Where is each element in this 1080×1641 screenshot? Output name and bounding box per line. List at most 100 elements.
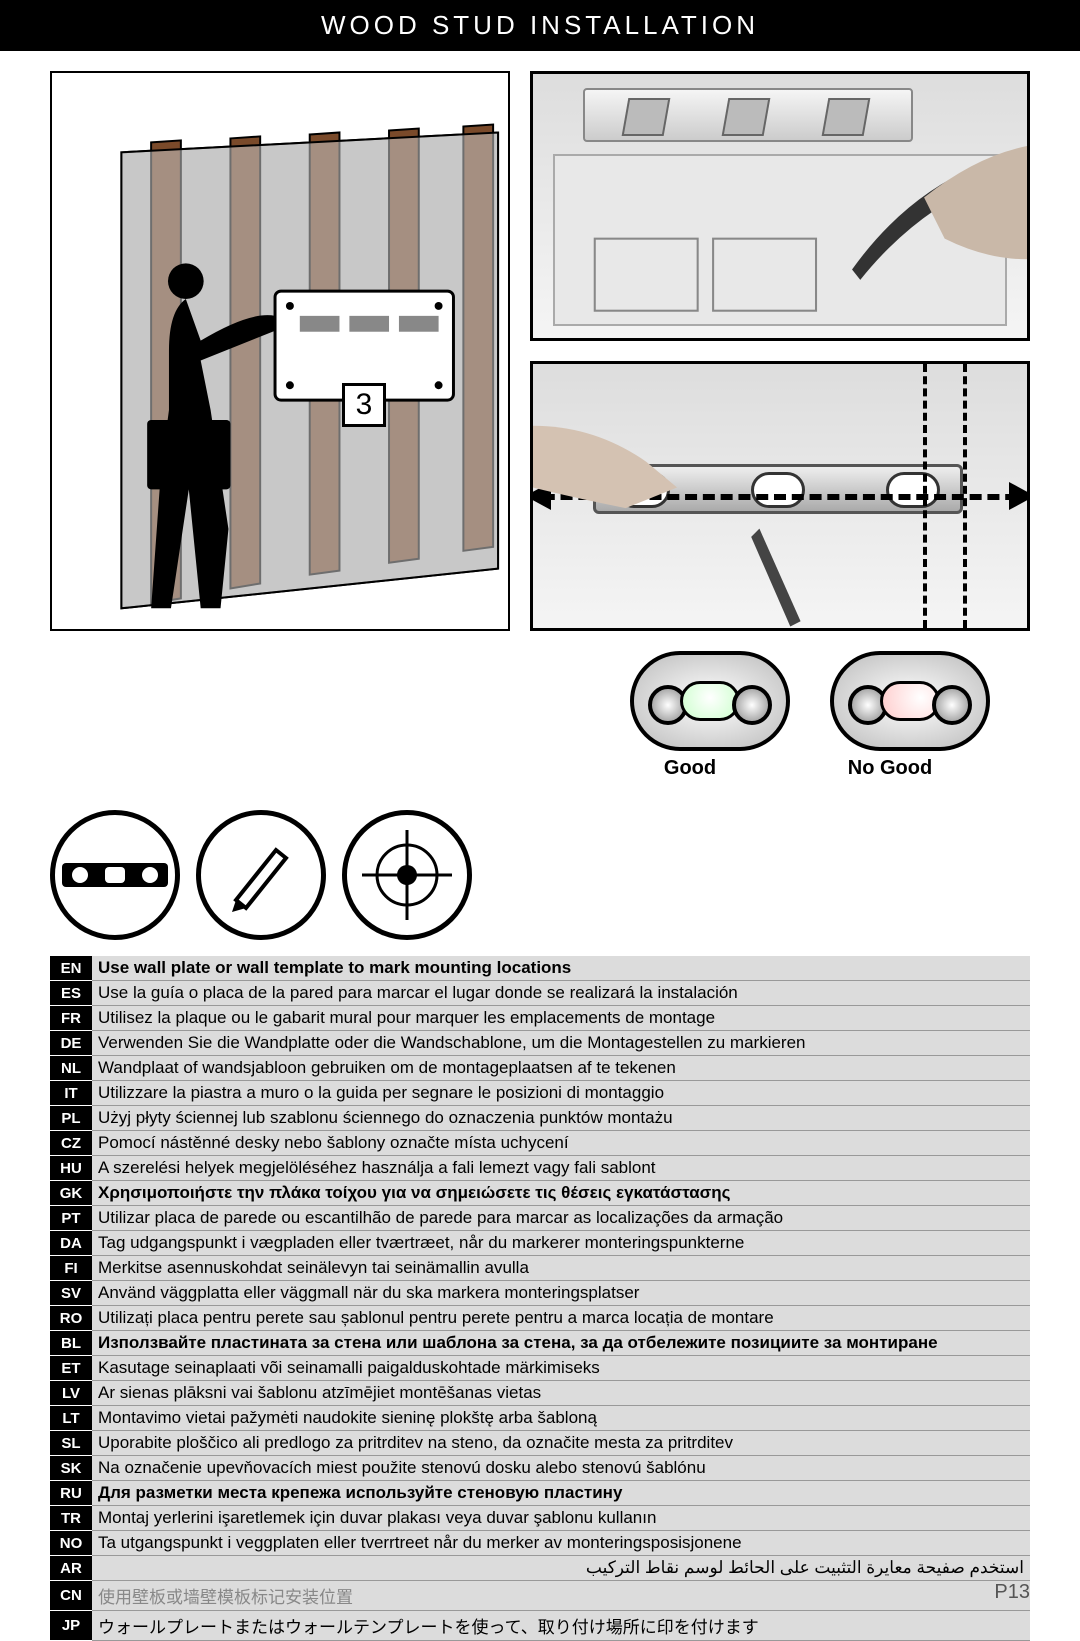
level-tool-icon [50,810,180,940]
lang-text: Pomocí nástěnné desky nebo šablony označ… [92,1131,1030,1156]
lang-text: Ta utgangspunkt i veggplaten eller tverr… [92,1531,1030,1556]
table-row: ROUtilizați placa pentru perete sau șabl… [50,1306,1030,1331]
pencil-tool-icon [196,810,326,940]
lang-text: Използвайте пластината за стена или шабл… [92,1331,1030,1356]
main-illustration: 3 [50,71,510,631]
table-row: PLUżyj płyty ściennej lub szablonu ścien… [50,1106,1030,1131]
lang-text: Ar sienas plāksni vai šablonu atzīmējiet… [92,1381,1030,1406]
table-row: RUДля разметки места крепежа используйте… [50,1481,1030,1506]
lang-code: NO [50,1531,92,1556]
step-number-badge: 3 [342,383,386,427]
bubble-good-icon [630,651,790,751]
lang-text: Χρησιμοποιήστε την πλάκα τοίχου για να σ… [92,1181,1030,1206]
lang-code: BL [50,1331,92,1356]
pencil-hand-icon [533,74,1027,341]
lang-code: SK [50,1456,92,1481]
page-header: WOOD STUD INSTALLATION [0,0,1080,51]
target-tool-icon [342,810,472,940]
illustration-panels: 3 [50,71,1030,631]
lang-text: Montaj yerlerini işaretlemek için duvar … [92,1506,1030,1531]
lang-text: استخدم صفيحة معايرة التثبيت على الحائط ل… [92,1556,1030,1581]
table-row: JPウォールプレートまたはウォールテンプレートを使って、取り付け場所に印を付けま… [50,1611,1030,1641]
lang-code: ET [50,1356,92,1381]
table-row: LVAr sienas plāksni vai šablonu atzīmēji… [50,1381,1030,1406]
table-row: NOTa utgangspunkt i veggplaten eller tve… [50,1531,1030,1556]
lang-text: ウォールプレートまたはウォールテンプレートを使って、取り付け場所に印を付けます [92,1611,1030,1641]
page-number: P13 [994,1581,1030,1604]
lang-text: Merkitse asennuskohdat seinälevyn tai se… [92,1256,1030,1281]
lang-text: Wandplaat of wandsjabloon gebruiken om d… [92,1056,1030,1081]
lang-text: Kasutage seinaplaati või seinamalli paig… [92,1356,1030,1381]
lang-code: AR [50,1556,92,1581]
table-row: ETKasutage seinaplaati või seinamalli pa… [50,1356,1030,1381]
good-label: Good [610,757,770,780]
instructions-table: ENUse wall plate or wall template to mar… [50,956,1030,1641]
lang-text: 使用壁板或墙壁模板标记安装位置 [92,1581,1030,1611]
lang-code: GK [50,1181,92,1206]
lang-code: CN [50,1581,92,1611]
lang-text: Uporabite ploščico ali predlogo za pritr… [92,1431,1030,1456]
table-row: TRMontaj yerlerini işaretlemek için duva… [50,1506,1030,1531]
lang-code: LV [50,1381,92,1406]
lang-text: Use wall plate or wall template to mark … [92,956,1030,981]
lang-text: Utilizzare la piastra a muro o la guida … [92,1081,1030,1106]
table-row: CZPomocí nástěnné desky nebo šablony ozn… [50,1131,1030,1156]
lang-text: Montavimo vietai pažymėti naudokite sien… [92,1406,1030,1431]
lang-code: LT [50,1406,92,1431]
table-row: FIMerkitse asennuskohdat seinälevyn tai … [50,1256,1030,1281]
lang-code: JP [50,1611,92,1641]
wall-stud-drawing [52,73,508,628]
lang-code: HU [50,1156,92,1181]
lang-text: Utilizați placa pentru perete sau șablon… [92,1306,1030,1331]
lang-code: ES [50,981,92,1006]
table-row: ITUtilizzare la piastra a muro o la guid… [50,1081,1030,1106]
lang-code: DE [50,1031,92,1056]
holding-hand-icon [533,364,1027,631]
table-row: DATag udgangspunkt i vægpladen eller tvæ… [50,1231,1030,1256]
lang-code: CZ [50,1131,92,1156]
marking-photo [530,71,1030,341]
bubble-bad-icon [830,651,990,751]
lang-code: RU [50,1481,92,1506]
lang-code: SV [50,1281,92,1306]
lang-code: SL [50,1431,92,1456]
table-row: DEVerwenden Sie die Wandplatte oder die … [50,1031,1030,1056]
table-row: NLWandplaat of wandsjabloon gebruiken om… [50,1056,1030,1081]
table-row: ENUse wall plate or wall template to mar… [50,956,1030,981]
lang-code: PL [50,1106,92,1131]
table-row: SKNa označenie upevňovacích miest použit… [50,1456,1030,1481]
step-number: 3 [356,388,373,421]
leveling-photo [530,361,1030,631]
table-row: FRUtilisez la plaque ou le gabarit mural… [50,1006,1030,1031]
table-row: SVAnvänd väggplatta eller väggmall när d… [50,1281,1030,1306]
lang-code: FR [50,1006,92,1031]
lang-code: FI [50,1256,92,1281]
lang-text: Använd väggplatta eller väggmall när du … [92,1281,1030,1306]
lang-text: Utilizar placa de parede ou escantilhão … [92,1206,1030,1231]
lang-text: Verwenden Sie die Wandplatte oder die Wa… [92,1031,1030,1056]
table-row: ARاستخدم صفيحة معايرة التثبيت على الحائط… [50,1556,1030,1581]
lang-code: EN [50,956,92,981]
tool-icons-row [50,810,1030,940]
lang-text: Użyj płyty ściennej lub szablonu ścienne… [92,1106,1030,1131]
lang-code: IT [50,1081,92,1106]
page-title: WOOD STUD INSTALLATION [321,10,759,40]
lang-text: Utilisez la plaque ou le gabarit mural p… [92,1006,1030,1031]
table-row: HUA szerelési helyek megjelöléséhez hasz… [50,1156,1030,1181]
table-row: PTUtilizar placa de parede ou escantilhã… [50,1206,1030,1231]
lang-code: PT [50,1206,92,1231]
good-labels: Good No Good [50,757,970,780]
table-row: ESUse la guía o placa de la pared para m… [50,981,1030,1006]
lang-code: RO [50,1306,92,1331]
lang-code: NL [50,1056,92,1081]
table-row: SLUporabite ploščico ali predlogo za pri… [50,1431,1030,1456]
no-good-label: No Good [810,757,970,780]
lang-text: Na označenie upevňovacích miest použite … [92,1456,1030,1481]
lang-code: TR [50,1506,92,1531]
lang-text: Tag udgangspunkt i vægpladen eller tvært… [92,1231,1030,1256]
lang-text: Use la guía o placa de la pared para mar… [92,981,1030,1006]
table-row: LTMontavimo vietai pažymėti naudokite si… [50,1406,1030,1431]
lang-text: A szerelési helyek megjelöléséhez haszná… [92,1156,1030,1181]
lang-text: Для разметки места крепежа используйте с… [92,1481,1030,1506]
level-closeups [50,651,990,751]
